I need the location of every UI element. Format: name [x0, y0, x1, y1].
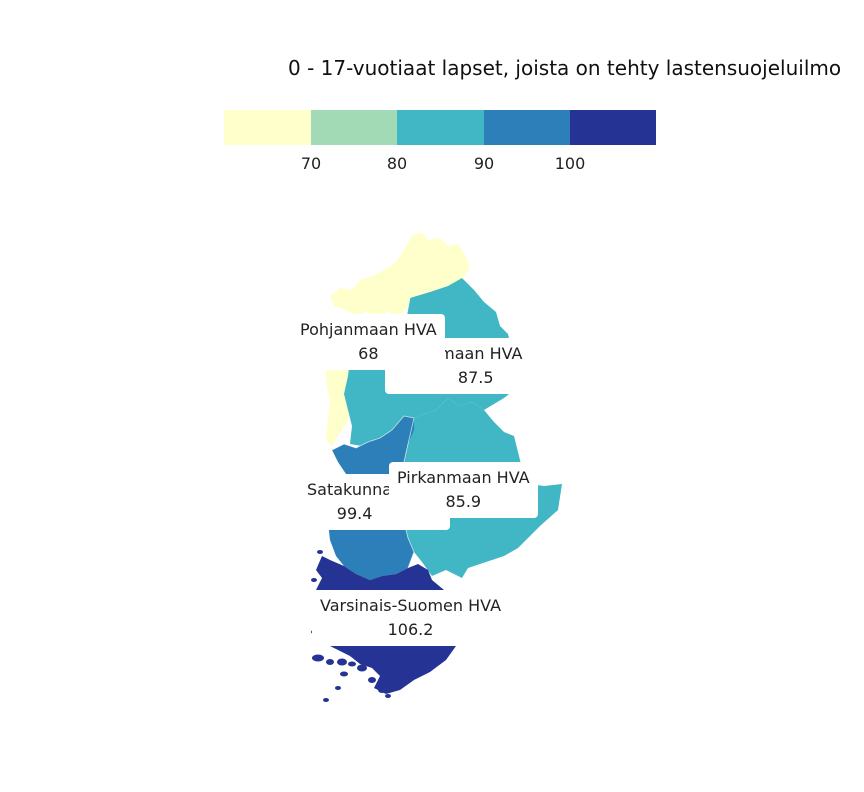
region-label-etela-pohjanmaa: nmaan HVA 87.5 [385, 338, 531, 394]
label-value: 106.2 [387, 620, 434, 639]
legend-tick-90: 90 [473, 154, 495, 173]
label-name: Varsinais-Suomen HVA [320, 596, 502, 615]
region-pohjanmaa[interactable] [326, 232, 470, 446]
label-name: Pirkanmaan HVA [397, 468, 530, 487]
legend-swatch-4 [484, 110, 570, 145]
label-name: nmaan HVA [429, 344, 523, 363]
legend-swatch-5 [570, 110, 656, 145]
legend-swatch-2 [311, 110, 397, 145]
legend-tick-100: 100 [554, 154, 586, 173]
label-value: 85.9 [445, 492, 482, 511]
label-name: Satakunnan [307, 480, 403, 499]
islands-pohjanmaa [332, 242, 414, 307]
legend-tick-80: 80 [386, 154, 408, 173]
color-legend: 70 80 90 100 [224, 110, 656, 173]
label-value: 68 [358, 344, 379, 363]
legend-tick-70: 70 [300, 154, 322, 173]
map-title: 0 - 17-vuotiaat lapset, joista on tehty … [288, 56, 842, 80]
region-label-pohjanmaa: Pohjanmaan HVA 68 [292, 314, 445, 370]
region-label-varsinais-suomi: Varsinais-Suomen HVA 106.2 [312, 590, 510, 646]
legend-swatch-1 [224, 110, 311, 145]
label-name: Pohjanmaan HVA [300, 320, 437, 339]
legend-swatch-3 [397, 110, 484, 145]
region-label-pirkanmaa: Pirkanmaan HVA 85.9 [389, 462, 538, 518]
label-value: 99.4 [336, 504, 373, 523]
label-value: 87.5 [457, 368, 494, 387]
